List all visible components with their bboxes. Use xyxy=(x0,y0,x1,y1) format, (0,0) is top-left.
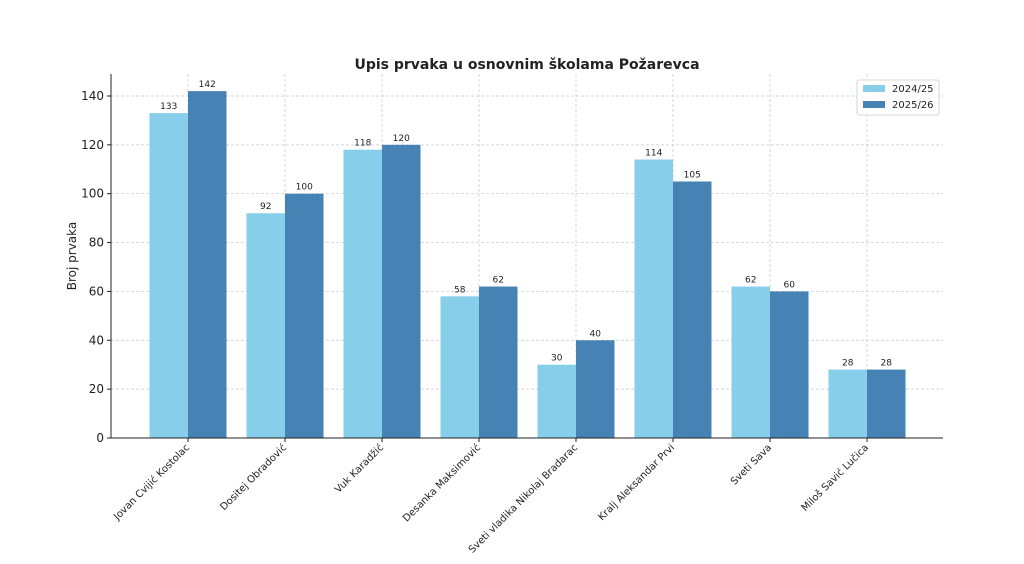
y-axis-label: Broj prvaka xyxy=(65,222,79,291)
y-tick-label: 80 xyxy=(89,236,104,250)
data-label-2024-25-kralj-aleksandar-prvi: 114 xyxy=(645,149,662,159)
data-label-2024-25-sveti-sava: 62 xyxy=(745,276,756,286)
legend-label-2024-25: 2024/25 xyxy=(892,84,934,95)
y-tick-label: 100 xyxy=(81,187,104,201)
x-tick-label-kralj-aleksandar-prvi: Kralj Aleksandar Prvi xyxy=(596,442,677,523)
data-label-2025-26-milos-savic-lucica: 28 xyxy=(881,359,893,369)
y-tick-label: 60 xyxy=(89,284,104,298)
y-tick-label: 0 xyxy=(96,431,104,445)
bar-2024-25-desanka-maksimovic xyxy=(440,296,479,438)
bars-layer xyxy=(149,91,906,438)
data-label-2025-26-kralj-aleksandar-prvi: 105 xyxy=(684,170,701,180)
bar-2025-26-desanka-maksimovic xyxy=(479,286,518,438)
bar-2025-26-kralj-aleksandar-prvi xyxy=(673,181,712,438)
legend-swatch-2024-25 xyxy=(863,85,885,92)
bar-2025-26-jovan-cvijic-kostolac xyxy=(188,91,227,438)
y-tick-label: 120 xyxy=(81,138,104,152)
y-tick-label: 140 xyxy=(81,89,104,103)
bar-2025-26-sveti-sava xyxy=(770,291,809,438)
data-label-2024-25-vuk-karadzic: 118 xyxy=(354,139,371,149)
bar-2024-25-vuk-karadzic xyxy=(343,149,382,438)
legend: 2024/25 2025/26 xyxy=(856,79,940,116)
bar-2025-26-sveti-vladika-nikolaj-bradarac xyxy=(576,340,615,438)
data-label-2024-25-desanka-maksimovic: 58 xyxy=(454,285,466,295)
data-label-2024-25-jovan-cvijic-kostolac: 133 xyxy=(160,102,177,112)
data-label-2025-26-vuk-karadzic: 120 xyxy=(393,134,410,144)
x-tick-label-vuk-karadzic: Vuk Karadžić xyxy=(332,442,386,496)
data-label-2025-26-sveti-sava: 60 xyxy=(784,280,796,290)
chart-title: Upis prvaka u osnovnim školama Požarevca xyxy=(354,57,699,73)
data-label-2024-25-dositej-obradovic: 92 xyxy=(260,202,271,212)
x-tick-label-desanka-maksimovic: Desanka Maksimović xyxy=(400,442,483,525)
bar-2024-25-sveti-sava xyxy=(731,286,770,438)
grid-layer xyxy=(111,74,943,439)
x-tick-label-dositej-obradovic: Dositej Obradović xyxy=(218,442,289,513)
x-tick-label-sveti-vladika-nikolaj-bradarac: Sveti vladika Nikolaj Bradarac xyxy=(467,442,580,555)
x-tick-label-jovan-cvijic-kostolac: Jovan Cvijić Kostolac xyxy=(111,442,193,524)
data-label-2024-25-milos-savic-lucica: 28 xyxy=(842,359,854,369)
data-label-2025-26-desanka-maksimovic: 62 xyxy=(493,276,504,286)
data-label-2025-26-dositej-obradovic: 100 xyxy=(296,183,313,193)
bar-2025-26-milos-savic-lucica xyxy=(867,369,906,438)
axes-layer xyxy=(107,74,943,442)
legend-label-2025-26: 2025/26 xyxy=(892,100,934,111)
bar-2025-26-vuk-karadzic xyxy=(382,144,421,438)
bar-2025-26-dositej-obradovic xyxy=(285,193,324,438)
bar-2024-25-dositej-obradovic xyxy=(246,213,285,438)
bar-2024-25-kralj-aleksandar-prvi xyxy=(634,159,673,438)
data-label-2024-25-sveti-vladika-nikolaj-bradarac: 30 xyxy=(551,354,563,364)
y-tick-label: 40 xyxy=(89,333,104,347)
x-tick-label-milos-savic-lucica: Miloš Savić Lučica xyxy=(799,442,871,514)
bar-2024-25-milos-savic-lucica xyxy=(828,369,867,438)
legend-swatch-2025-26 xyxy=(863,101,885,108)
y-tick-label: 20 xyxy=(89,382,104,396)
bar-2024-25-jovan-cvijic-kostolac xyxy=(149,113,188,438)
data-label-2025-26-sveti-vladika-nikolaj-bradarac: 40 xyxy=(590,329,602,339)
bar-2024-25-sveti-vladika-nikolaj-bradarac xyxy=(537,364,576,438)
data-label-2025-26-jovan-cvijic-kostolac: 142 xyxy=(199,80,216,90)
x-tick-label-sveti-sava: Sveti Sava xyxy=(729,442,774,487)
